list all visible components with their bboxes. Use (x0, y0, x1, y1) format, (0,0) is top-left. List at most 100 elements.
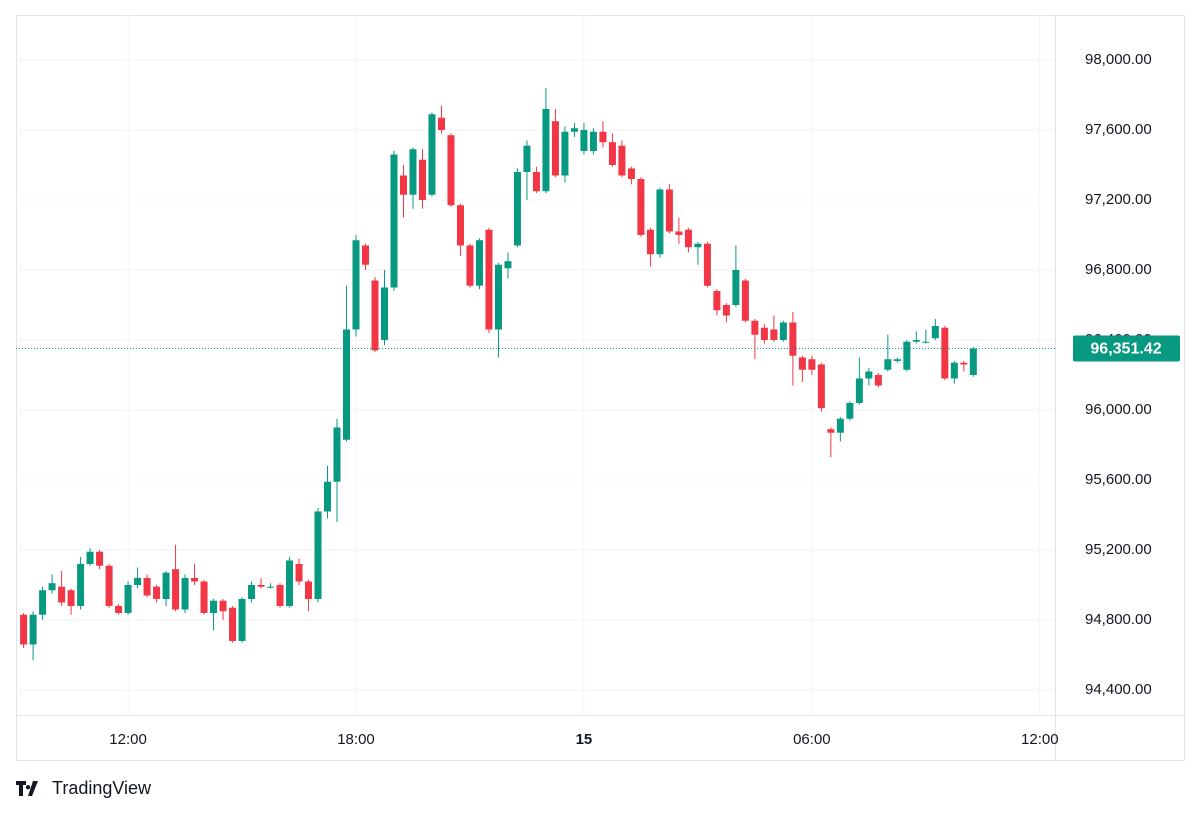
candle-body (428, 114, 436, 195)
candle-body (751, 320, 759, 335)
candle-body (48, 583, 56, 591)
y-tick-label: 97,200.00 (1085, 191, 1152, 208)
candle (153, 584, 161, 603)
candle-body (390, 154, 398, 288)
candle-body (257, 584, 265, 587)
candle (675, 217, 683, 244)
candle (191, 563, 199, 585)
x-tick-label: 15 (576, 731, 593, 748)
candle (219, 598, 227, 620)
candle (257, 577, 265, 589)
candle-body (789, 322, 797, 356)
candle-body (466, 245, 474, 286)
last-price-label: 96,351.42 (1090, 341, 1161, 358)
candle-body (798, 357, 806, 370)
candle (846, 401, 854, 421)
candle-body (542, 108, 550, 192)
candle (884, 334, 892, 372)
candle-body (380, 287, 388, 340)
candle (912, 331, 920, 344)
chart-frame (16, 15, 1185, 761)
candle (608, 133, 616, 167)
candle (77, 556, 85, 610)
candle-body (343, 329, 351, 440)
candle (418, 149, 426, 209)
candle-body (665, 189, 673, 232)
candle-body (646, 229, 654, 255)
candle (950, 360, 958, 384)
candle-body (855, 378, 863, 403)
candle-body (371, 280, 379, 351)
candle (134, 567, 142, 589)
candle (637, 177, 645, 237)
candle (48, 574, 56, 594)
candle (124, 581, 132, 615)
candle (58, 570, 66, 606)
candle-body (39, 590, 47, 615)
candle (703, 241, 711, 288)
candle-body (722, 304, 730, 316)
candle-body (399, 175, 407, 195)
candle-body (950, 362, 958, 379)
candle-body (770, 329, 778, 340)
candle (599, 121, 607, 148)
candle (751, 318, 759, 360)
candle-body (532, 171, 540, 192)
candle (447, 133, 455, 207)
candle-body (96, 551, 104, 566)
candle-body (286, 560, 294, 606)
candle-body (20, 614, 28, 645)
candle-body (115, 605, 123, 613)
candle (960, 360, 968, 372)
candle (466, 243, 474, 288)
candle (580, 122, 588, 155)
candle (941, 325, 949, 381)
candle-body (656, 189, 664, 255)
candle (238, 597, 246, 643)
candle (314, 507, 322, 603)
candle (732, 245, 740, 307)
y-tick-label: 96,000.00 (1085, 401, 1152, 418)
candle-body (77, 563, 85, 606)
candle (817, 362, 825, 412)
candle (352, 234, 360, 337)
candle (437, 105, 445, 134)
candle (532, 166, 540, 193)
candle-body (618, 145, 626, 176)
candle (589, 128, 597, 155)
candle-body (324, 481, 332, 512)
candle (475, 238, 483, 290)
candle-body (922, 341, 930, 343)
candle (523, 140, 531, 200)
candle (105, 563, 113, 608)
candle (770, 315, 778, 342)
candle (485, 227, 493, 333)
candle (162, 570, 170, 606)
candle (874, 373, 882, 388)
candle-body (29, 614, 37, 645)
candle-body (143, 577, 151, 596)
candle (409, 147, 417, 209)
candle-body (523, 145, 531, 172)
candle-body (134, 577, 142, 585)
candle (922, 329, 930, 344)
candle-body (931, 325, 939, 339)
candle (836, 416, 844, 442)
y-tick-label: 96,800.00 (1085, 261, 1152, 278)
candle (713, 289, 721, 316)
candle (210, 598, 218, 631)
candle (865, 367, 873, 386)
y-tick-label: 98,000.00 (1085, 51, 1152, 68)
candle (789, 311, 797, 386)
candle-body (884, 359, 892, 370)
candle (67, 588, 75, 615)
candle-body (903, 341, 911, 370)
candle-body (817, 364, 825, 409)
candle (618, 140, 626, 178)
logo: TradingView (16, 778, 152, 798)
candle-body (960, 362, 968, 365)
candle-body (485, 229, 493, 330)
candle-body (267, 586, 275, 588)
candle-body (703, 243, 711, 286)
candle (827, 427, 835, 458)
